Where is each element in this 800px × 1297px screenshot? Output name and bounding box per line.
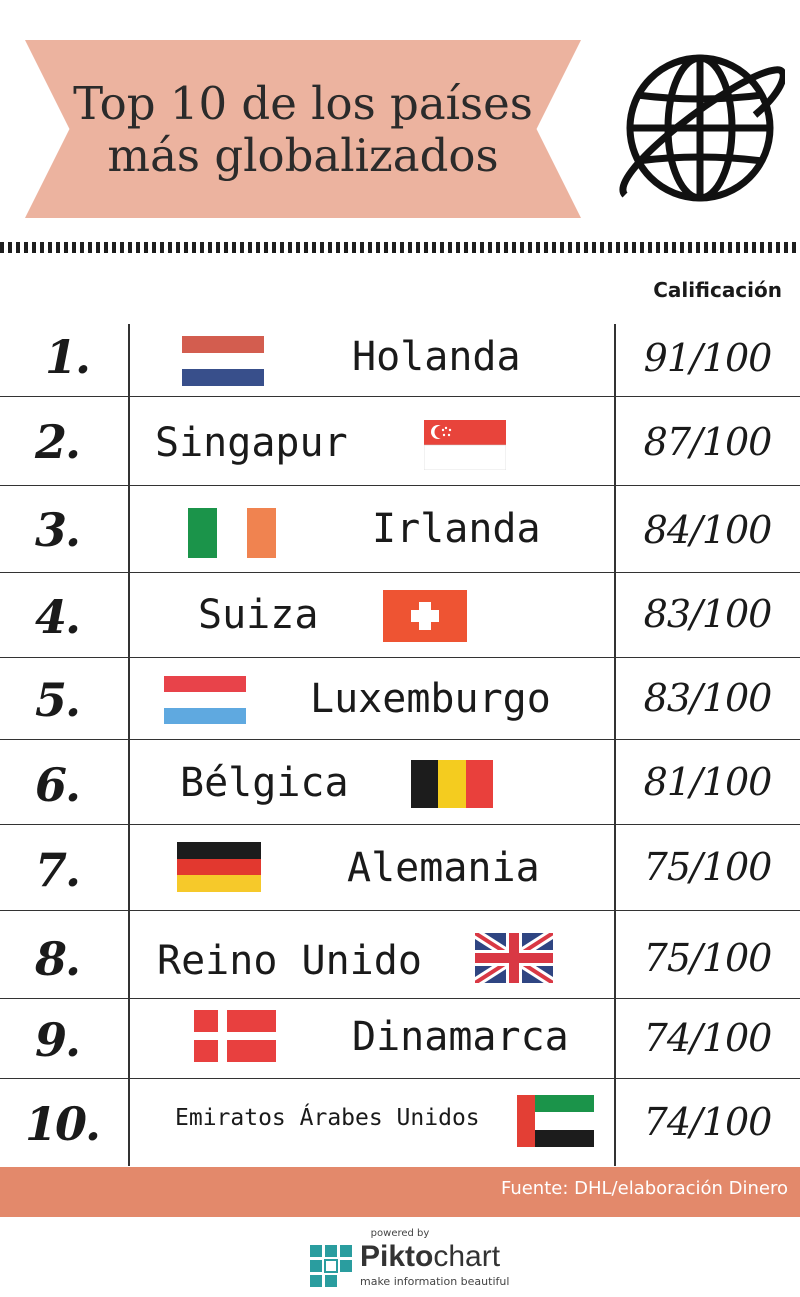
table-row xyxy=(0,911,800,999)
uae-flag-icon xyxy=(517,1095,594,1147)
brand-bold: Pikto xyxy=(360,1240,434,1273)
table-row xyxy=(0,397,800,486)
switzerland-flag-icon xyxy=(383,590,467,642)
title-banner xyxy=(25,40,581,218)
table-row xyxy=(0,740,800,825)
netherlands-flag-icon xyxy=(182,336,264,386)
piktochart-logo-text: Piktochart xyxy=(360,1240,500,1274)
rank-label: 1. xyxy=(45,330,91,384)
rank-label: 3. xyxy=(35,503,81,557)
united-kingdom-flag-icon xyxy=(475,933,553,983)
country-name: Singapur xyxy=(155,420,348,466)
score-value: 84/100 xyxy=(643,508,773,552)
column-divider-left xyxy=(128,324,130,1166)
country-name: Dinamarca xyxy=(352,1014,569,1060)
belgium-flag-icon xyxy=(411,760,493,808)
score-value: 81/100 xyxy=(643,760,773,804)
score-value: 87/100 xyxy=(643,420,773,464)
rank-label: 9. xyxy=(35,1013,81,1067)
score-column-header: Calificación xyxy=(653,278,782,302)
brand-tagline: make information beautiful xyxy=(360,1275,510,1288)
score-value: 75/100 xyxy=(643,936,773,980)
ireland-flag-icon xyxy=(188,508,276,558)
dashed-divider xyxy=(0,242,800,253)
title-line-2: más globalizados xyxy=(107,129,499,182)
brand-light: chart xyxy=(433,1240,501,1273)
rank-label: 4. xyxy=(35,590,81,644)
score-value: 83/100 xyxy=(643,592,773,636)
luxembourg-flag-icon xyxy=(164,676,246,724)
score-value: 91/100 xyxy=(643,336,773,380)
rank-label: 8. xyxy=(35,932,81,986)
globe-icon xyxy=(619,54,785,202)
country-name: Holanda xyxy=(352,334,521,380)
page-title: Top 10 de los países más globalizados xyxy=(25,78,581,182)
country-name: Reino Unido xyxy=(157,938,422,984)
rank-label: 2. xyxy=(35,415,81,469)
score-value: 74/100 xyxy=(643,1100,773,1144)
table-row xyxy=(0,658,800,740)
country-name: Emiratos Árabes Unidos xyxy=(175,1105,480,1131)
rank-label: 5. xyxy=(35,673,81,727)
score-value: 75/100 xyxy=(643,845,773,889)
denmark-flag-icon xyxy=(194,1010,276,1062)
source-bar xyxy=(0,1167,800,1217)
singapore-flag-icon xyxy=(424,420,506,470)
table-row xyxy=(0,486,800,573)
table-row xyxy=(0,999,800,1079)
powered-by-label: powered by xyxy=(370,1228,430,1239)
rank-label: 10. xyxy=(25,1097,101,1151)
country-name: Luxemburgo xyxy=(310,676,551,722)
table-row xyxy=(0,573,800,658)
piktochart-logo-icon xyxy=(310,1245,352,1287)
country-name: Irlanda xyxy=(372,506,541,552)
germany-flag-icon xyxy=(177,842,261,892)
score-value: 74/100 xyxy=(643,1016,773,1060)
source-text: Fuente: DHL/elaboración Dinero xyxy=(500,1178,788,1199)
country-name: Suiza xyxy=(198,592,319,638)
country-name: Bélgica xyxy=(180,760,349,806)
score-value: 83/100 xyxy=(643,676,773,720)
table-row xyxy=(0,825,800,911)
table-row xyxy=(0,324,800,397)
rank-label: 7. xyxy=(35,843,81,897)
title-line-1: Top 10 de los países xyxy=(73,77,533,130)
rank-label: 6. xyxy=(35,758,81,812)
column-divider-right xyxy=(614,324,616,1166)
country-name: Alemania xyxy=(347,845,540,891)
